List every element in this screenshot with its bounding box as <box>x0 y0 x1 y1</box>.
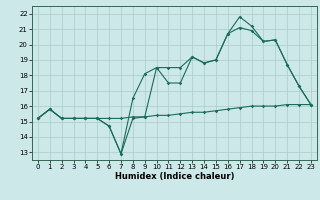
X-axis label: Humidex (Indice chaleur): Humidex (Indice chaleur) <box>115 172 234 181</box>
